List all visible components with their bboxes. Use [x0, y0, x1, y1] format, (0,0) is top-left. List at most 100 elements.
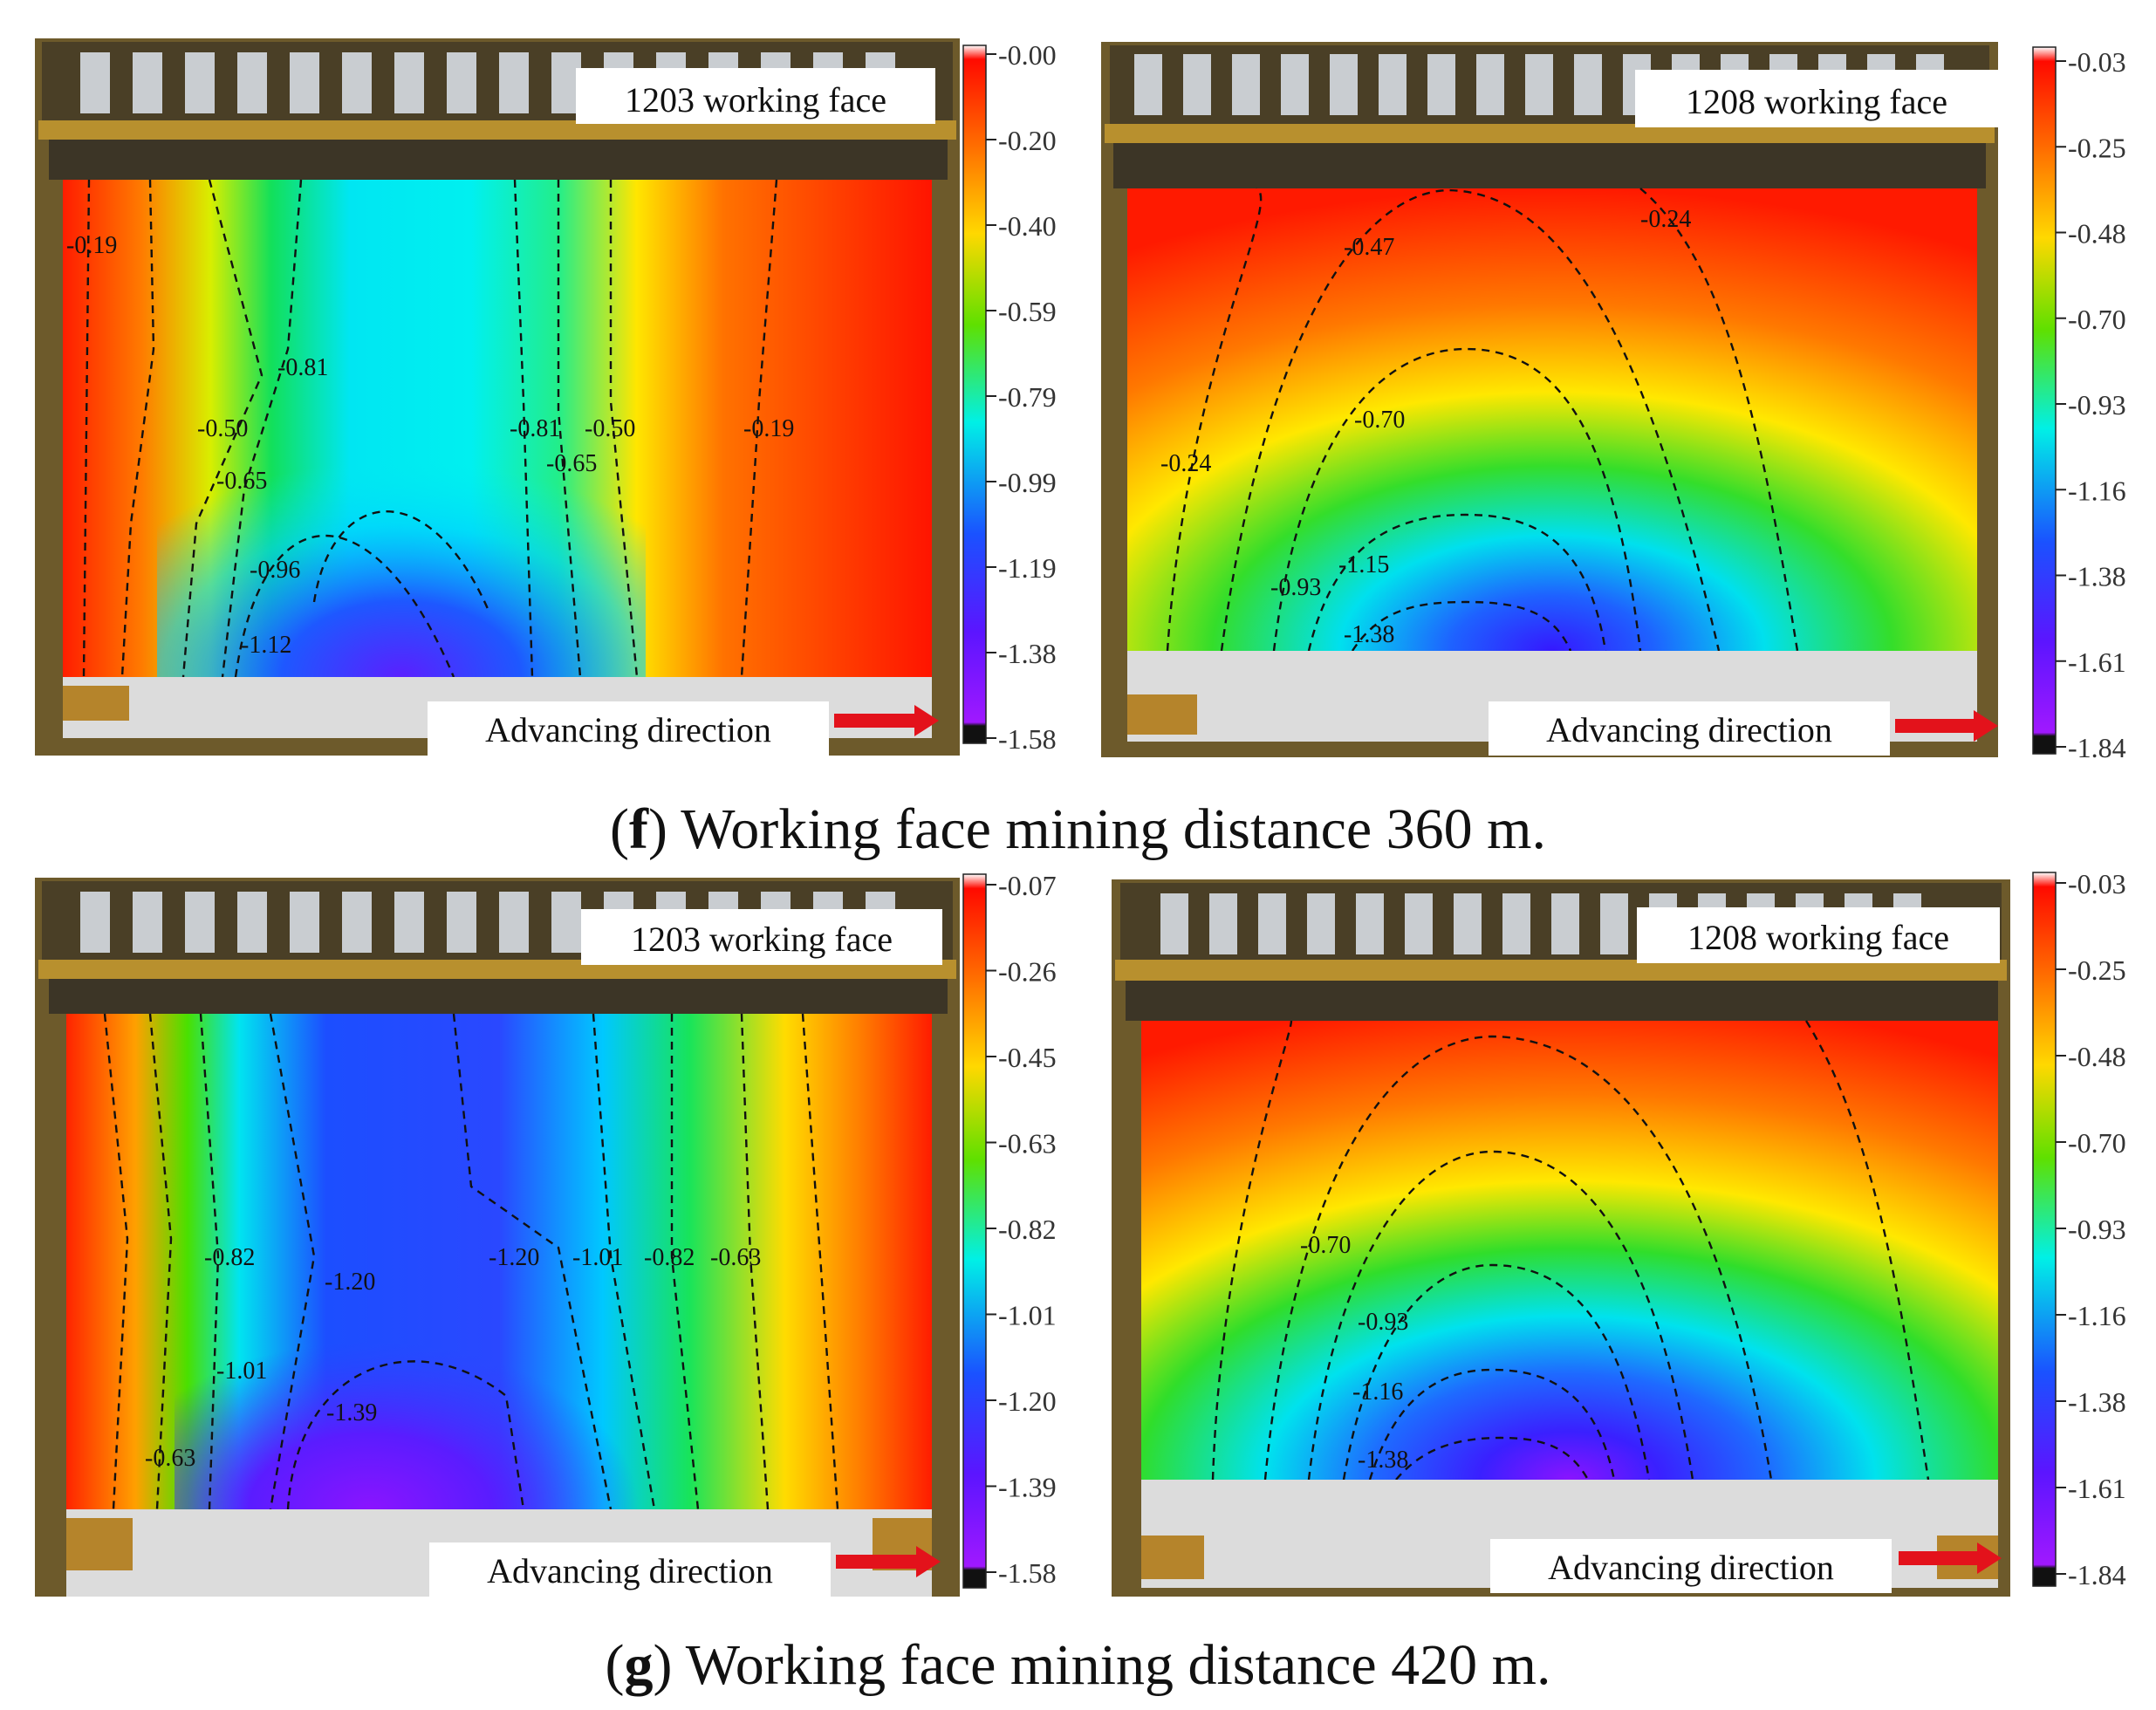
colorbar-tick-label: -1.16 [2068, 475, 2126, 506]
contour-label: -0.63 [145, 1445, 195, 1472]
contour-label: -1.01 [572, 1244, 623, 1271]
colorbar-tick-label: -1.20 [998, 1385, 1057, 1417]
colorbar-tick-label: -0.59 [998, 296, 1057, 327]
advancing-arrow-2 [1895, 710, 1998, 742]
contour-label: -1.15 [1338, 551, 1389, 578]
contour-label: -0.24 [1640, 206, 1691, 233]
title-box-1 [576, 68, 935, 124]
contour-label: -0.96 [250, 557, 300, 584]
colorbar-ticks-4: -0.03 -0.25 -0.48 -0.70 -0.93 -1.16 -1.38 -1.61… [2056, 868, 2126, 1590]
rig-beam [38, 120, 956, 140]
contour-label: -0.24 [1160, 450, 1211, 477]
title-box-4 [1637, 907, 2000, 963]
contour-label: -1.38 [1344, 621, 1394, 648]
colorbar-4 [2032, 872, 2057, 1587]
gob-left-brace [66, 1518, 133, 1570]
contour-label: -0.19 [66, 232, 117, 259]
colorbar-tick-label: -1.38 [2068, 1386, 2126, 1418]
note-box-1 [428, 701, 829, 756]
contour-label: -0.63 [710, 1244, 761, 1271]
contour-label: -1.01 [216, 1358, 267, 1385]
colorbar-tick-label: -1.16 [2068, 1300, 2126, 1331]
colorbar-tick-label: -0.63 [998, 1128, 1057, 1159]
colorbar-tick-label: -1.39 [998, 1472, 1057, 1503]
colorbar-tick-label: -1.38 [998, 638, 1057, 669]
contour-labels-2: -0.47 -0.24 -0.70 -0.24 -1.15 -0.93 -1.38 [1160, 206, 1691, 648]
contour-label: -1.12 [241, 632, 291, 659]
caption-f: (f) Working face mining distance 360 m. [609, 797, 1547, 861]
caption-f-letter: f [628, 797, 648, 861]
caption-f-text: Working face mining distance 360 m. [667, 797, 1547, 861]
contour-label: -0.82 [204, 1244, 255, 1271]
panel-title-1: 1203 working face [625, 80, 886, 120]
contour-label: -1.20 [489, 1244, 539, 1271]
colorbar-2 [2032, 46, 2057, 755]
colorbar-tick-label: -1.84 [2068, 1559, 2126, 1590]
colorbar-tick-label: -0.99 [998, 467, 1057, 498]
panel-title-2: 1208 working face [1686, 82, 1947, 121]
contour-label: -0.82 [644, 1244, 695, 1271]
gob-left-brace [1127, 694, 1197, 735]
caption-g-text: Working face mining distance 420 m. [672, 1633, 1551, 1697]
colorbar-tick-label: -0.07 [998, 870, 1057, 901]
colorbar-tick-label: -0.25 [2068, 954, 2126, 986]
colorbar-tick-label: -0.26 [998, 956, 1057, 988]
rig-band [1126, 981, 1998, 1021]
contour-lines [82, 179, 778, 678]
panel-f-1203: -0.00 -0.20 -0.40 -0.59 -0.79 -0.99 -1.19 -1.38… [35, 38, 1057, 756]
contour-labels-1: -0.19 -0.81 -0.50 -0.65 -0.96 -1.12 -0.81 -0.50… [66, 232, 794, 659]
colorbar-tick-label: -1.38 [2068, 561, 2126, 592]
contour-label: -0.65 [546, 450, 597, 477]
colorbar-tick-label: -0.79 [998, 381, 1057, 413]
panel-title-3: 1203 working face [631, 920, 893, 959]
contour-core [157, 366, 646, 677]
colorbar-tick-label: -0.03 [2068, 46, 2126, 78]
caption-g-letter: g [624, 1633, 654, 1697]
contour-label: -1.38 [1358, 1447, 1408, 1474]
contour-label: -0.47 [1344, 234, 1394, 261]
advancing-arrow-3 [836, 1546, 941, 1577]
advancing-arrow-4 [1899, 1542, 2002, 1574]
colorbar-tick-label: -0.93 [2068, 1214, 2126, 1245]
colorbar-tick-label: -1.61 [2068, 1473, 2126, 1504]
title-box-3 [581, 909, 942, 965]
contour-field [1127, 188, 1977, 651]
colorbar-ticks-3: -0.07 -0.26 -0.45 -0.63 -0.82 -1.01 -1.20 -1.39… [986, 870, 1057, 1589]
rig-beam [1105, 124, 1995, 143]
gob-left-brace [63, 686, 129, 721]
contour-label: -0.81 [277, 354, 328, 381]
contour-label: -0.50 [585, 415, 635, 442]
colorbar-ticks-1: -0.00 -0.20 -0.40 -0.59 -0.79 -0.99 -1.19 -1.38… [986, 39, 1057, 755]
colorbar-tick-label: -0.82 [998, 1214, 1057, 1245]
contour-label: -0.93 [1358, 1309, 1408, 1336]
contour-field [1141, 1021, 1998, 1480]
contour-lines [103, 1013, 839, 1510]
contour-label: -0.81 [510, 415, 560, 442]
panel-f-1208: -0.03 -0.25 -0.48 -0.70 -0.93 -1.16 -1.38 -1.61… [1101, 42, 2126, 763]
colorbar-tick-label: -1.01 [998, 1300, 1057, 1331]
panel-g-1203: -0.07 -0.26 -0.45 -0.63 -0.82 -1.01 -1.20 -1.39… [35, 870, 1057, 1597]
contour-label: -0.19 [743, 415, 794, 442]
colorbar-tick-label: -0.45 [998, 1042, 1057, 1073]
rig-band [49, 979, 948, 1014]
colorbar-1 [962, 44, 987, 744]
colorbar-tick-label: -0.70 [2068, 304, 2126, 335]
contour-lines [1211, 1020, 1930, 1481]
note-box-4 [1490, 1539, 1892, 1593]
colorbar-tick-label: -0.03 [2068, 868, 2126, 899]
advancing-label-4: Advancing direction [1548, 1548, 1834, 1587]
advancing-label-3: Advancing direction [487, 1551, 773, 1590]
colorbar-tick-label: -1.84 [2068, 732, 2126, 763]
colorbar-tick-label: -1.58 [998, 1557, 1057, 1589]
colorbar-ticks-2: -0.03 -0.25 -0.48 -0.70 -0.93 -1.16 -1.38 -1.61… [2056, 46, 2126, 763]
contour-label: -0.50 [197, 415, 248, 442]
colorbar-tick-label: -1.58 [998, 723, 1057, 755]
contour-label: -1.20 [325, 1269, 375, 1296]
colorbar-tick-label: -0.48 [2068, 218, 2126, 250]
contour-label: -0.93 [1270, 574, 1321, 601]
contour-label: -0.65 [216, 468, 267, 495]
colorbar-tick-label: -0.40 [998, 210, 1057, 242]
contour-labels-3: -0.82 -1.20 -1.20 -1.01 -0.82 -0.63 -1.01 -1.39… [145, 1244, 761, 1472]
colorbar-tick-label: -0.25 [2068, 132, 2126, 163]
colorbar-tick-label: -0.00 [998, 39, 1057, 71]
